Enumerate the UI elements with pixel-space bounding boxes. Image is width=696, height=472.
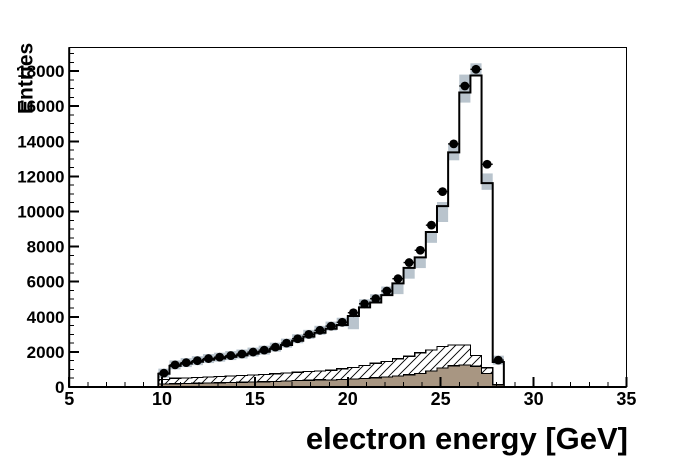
svg-text:6000: 6000 [27, 273, 65, 292]
svg-text:Entries: Entries [15, 43, 38, 114]
svg-text:35: 35 [616, 389, 636, 409]
svg-text:25: 25 [431, 389, 451, 409]
svg-text:4000: 4000 [27, 308, 65, 327]
svg-text:15: 15 [245, 389, 265, 409]
svg-text:16000: 16000 [17, 97, 64, 116]
svg-text:18000: 18000 [17, 62, 64, 81]
svg-text:10: 10 [152, 389, 172, 409]
svg-text:0: 0 [55, 378, 64, 397]
svg-text:12000: 12000 [17, 167, 64, 186]
svg-text:10000: 10000 [17, 202, 64, 221]
svg-text:electron energy [GeV]: electron energy [GeV] [306, 421, 628, 456]
svg-text:20: 20 [338, 389, 358, 409]
svg-text:5: 5 [64, 389, 74, 409]
svg-text:2000: 2000 [27, 343, 65, 362]
svg-text:8000: 8000 [27, 238, 65, 257]
svg-text:30: 30 [524, 389, 544, 409]
svg-text:14000: 14000 [17, 132, 64, 151]
